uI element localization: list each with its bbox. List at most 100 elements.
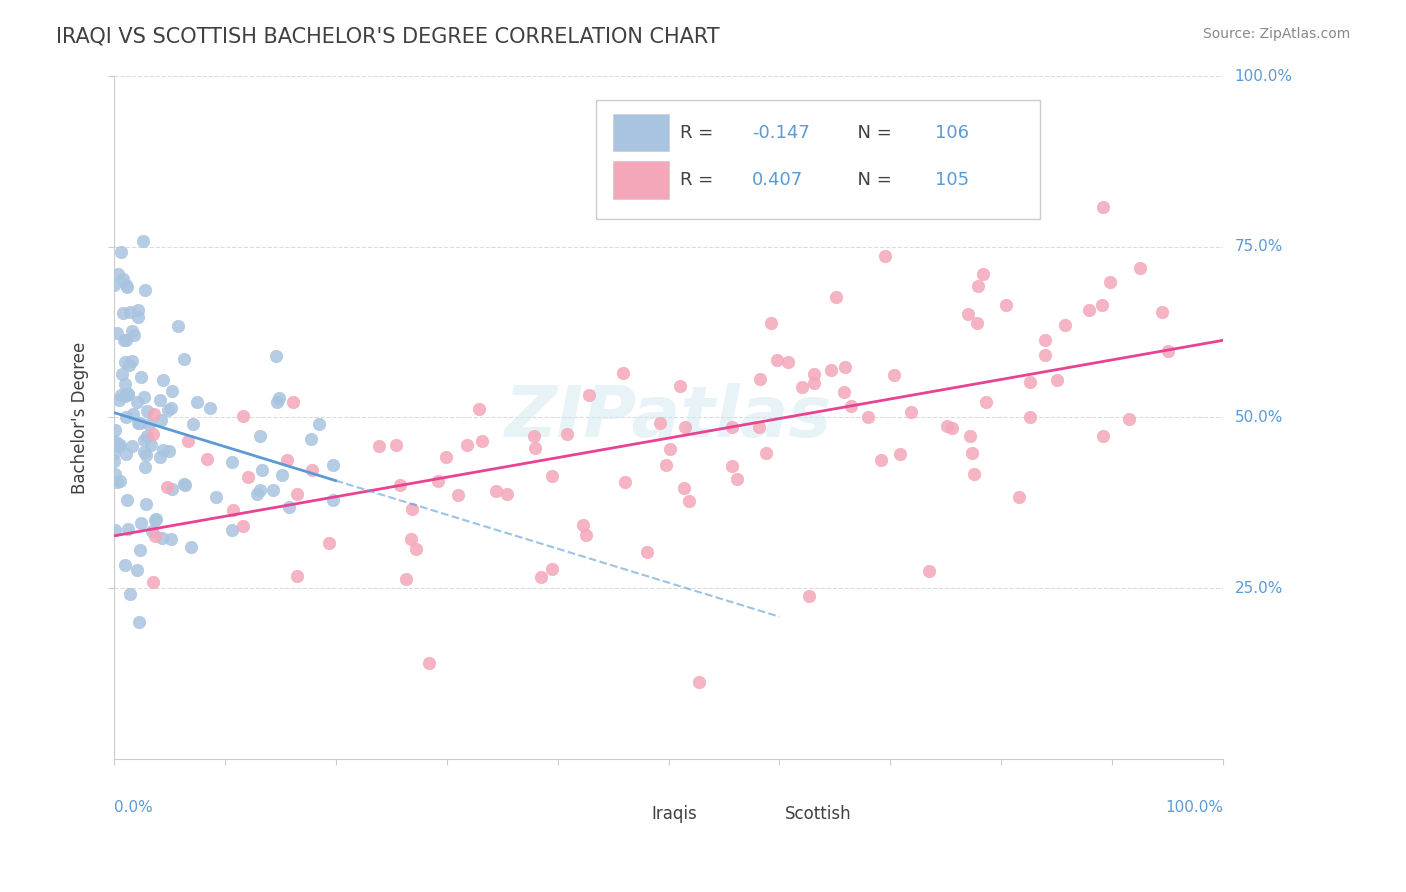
- Point: [115, 333, 138, 347]
- Point: [104, 423, 127, 437]
- Point: [136, 429, 159, 443]
- Point: [118, 304, 141, 318]
- Point: [941, 421, 963, 435]
- Point: [105, 437, 128, 451]
- Point: [177, 434, 200, 449]
- Point: [269, 392, 291, 406]
- Text: ZIPatlas: ZIPatlas: [505, 383, 832, 452]
- Point: [755, 446, 778, 460]
- Point: [127, 394, 149, 409]
- Point: [540, 562, 562, 576]
- Point: [157, 444, 180, 458]
- Point: [110, 388, 132, 402]
- Point: [917, 564, 939, 578]
- Text: R =: R =: [679, 124, 718, 142]
- Point: [129, 516, 152, 531]
- Point: [1150, 305, 1173, 319]
- Point: [157, 402, 180, 417]
- Point: [117, 386, 139, 401]
- Point: [103, 454, 125, 468]
- Point: [523, 429, 546, 443]
- Point: [112, 333, 135, 347]
- Point: [181, 417, 204, 431]
- Point: [524, 441, 547, 455]
- Text: -0.147: -0.147: [752, 124, 810, 142]
- Point: [114, 389, 136, 403]
- Point: [418, 656, 440, 670]
- Point: [132, 234, 155, 248]
- Point: [636, 545, 658, 559]
- Text: 106: 106: [935, 124, 969, 142]
- Point: [232, 409, 254, 423]
- Point: [1033, 348, 1056, 362]
- Point: [127, 302, 149, 317]
- Point: [963, 467, 986, 482]
- Point: [875, 249, 897, 263]
- Point: [1098, 275, 1121, 289]
- Point: [614, 475, 637, 489]
- Point: [555, 427, 578, 442]
- Point: [142, 575, 165, 590]
- Point: [959, 429, 981, 443]
- Point: [900, 405, 922, 419]
- Point: [105, 435, 128, 450]
- Point: [972, 267, 994, 281]
- Point: [105, 475, 128, 489]
- Text: Iraqis: Iraqis: [652, 805, 697, 823]
- Point: [839, 399, 862, 413]
- Point: [318, 536, 340, 550]
- Point: [1092, 429, 1115, 443]
- Point: [135, 497, 157, 511]
- Text: 25.0%: 25.0%: [1234, 581, 1282, 596]
- Point: [139, 438, 162, 452]
- Point: [159, 532, 181, 546]
- Point: [395, 572, 418, 586]
- Point: [160, 401, 183, 415]
- Point: [249, 429, 271, 443]
- Point: [299, 432, 322, 446]
- Point: [104, 524, 127, 538]
- Text: 0.0%: 0.0%: [114, 800, 152, 814]
- Text: IRAQI VS SCOTTISH BACHELOR'S DEGREE CORRELATION CHART: IRAQI VS SCOTTISH BACHELOR'S DEGREE CORR…: [56, 27, 720, 46]
- Point: [658, 442, 681, 457]
- Point: [405, 541, 427, 556]
- Point: [1054, 318, 1077, 332]
- Point: [152, 373, 174, 387]
- Point: [721, 420, 744, 434]
- Point: [725, 472, 748, 486]
- Point: [117, 387, 139, 401]
- FancyBboxPatch shape: [596, 100, 1040, 219]
- Point: [117, 522, 139, 536]
- Point: [122, 407, 145, 421]
- Point: [820, 363, 842, 377]
- Point: [748, 372, 770, 386]
- Point: [994, 298, 1017, 312]
- Point: [246, 487, 269, 501]
- Point: [221, 455, 243, 469]
- Point: [221, 524, 243, 538]
- Point: [388, 478, 411, 492]
- Point: [103, 278, 125, 293]
- Point: [285, 569, 308, 583]
- Point: [673, 420, 696, 434]
- Text: Source: ZipAtlas.com: Source: ZipAtlas.com: [1202, 27, 1350, 41]
- Point: [264, 350, 287, 364]
- Point: [571, 517, 593, 532]
- Point: [456, 438, 478, 452]
- Point: [495, 487, 517, 501]
- Point: [612, 366, 634, 380]
- Point: [966, 316, 988, 330]
- Point: [136, 404, 159, 418]
- Point: [108, 438, 131, 452]
- Point: [799, 589, 821, 603]
- Point: [856, 410, 879, 425]
- Point: [825, 290, 848, 304]
- Point: [186, 394, 208, 409]
- Point: [108, 474, 131, 488]
- Point: [127, 416, 149, 430]
- Point: [107, 267, 129, 281]
- Point: [115, 280, 138, 294]
- Point: [688, 675, 710, 690]
- Point: [936, 418, 959, 433]
- Point: [281, 394, 304, 409]
